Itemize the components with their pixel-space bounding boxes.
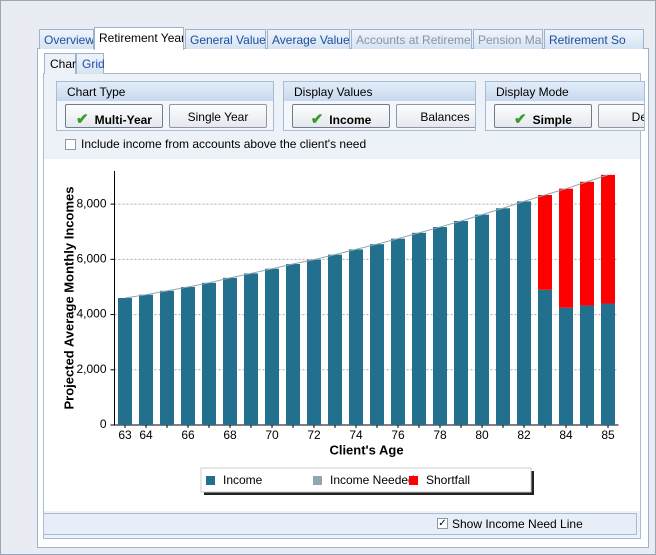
bar [118, 298, 132, 425]
bar [580, 181, 594, 306]
bar [559, 307, 573, 425]
tab[interactable]: Pension Max [473, 29, 543, 49]
x-tick-label: 70 [265, 428, 279, 442]
x-tick-label: 80 [475, 428, 489, 442]
bar [538, 195, 552, 290]
check-icon: ✔ [310, 111, 324, 128]
footer-bar: ✓ Show Income Need Line [43, 513, 637, 535]
button-group: Display Mode ✔ Simple Detail [485, 81, 645, 131]
x-axis-label: Client's Age [329, 442, 403, 457]
toggle-button[interactable]: Single Year [169, 104, 267, 128]
legend-label: Income Needed [330, 473, 415, 487]
bar [181, 286, 195, 425]
legend-swatch [206, 476, 215, 485]
x-tick-label: 84 [559, 428, 573, 442]
tab[interactable]: Overview [39, 29, 94, 49]
bar [496, 208, 510, 425]
bar [370, 244, 384, 425]
toggle-button[interactable]: Detail [598, 104, 644, 128]
bar [391, 238, 405, 425]
legend-swatch [409, 476, 418, 485]
button-label: Simple [532, 113, 572, 127]
check-icon: ✔ [76, 111, 89, 128]
tab[interactable]: Accounts at Retirement [351, 29, 472, 49]
button-group: Display Values ✔ Income Balances [283, 81, 476, 131]
legend [200, 467, 532, 493]
x-tick-label: 63 [118, 428, 132, 442]
include-label: Include income from accounts above the c… [81, 137, 367, 151]
button-group: Chart Type ✔ Multi-Year Single Year [56, 81, 274, 131]
bar [307, 259, 321, 425]
tab[interactable]: Average Values [267, 29, 350, 49]
y-tick-label: 4,000 [76, 307, 106, 321]
include-checkbox[interactable] [65, 139, 76, 150]
group-title: Display Values [284, 82, 475, 101]
y-tick-label: 6,000 [76, 252, 106, 266]
need-line-label: Show Income Need Line [452, 517, 583, 531]
bar [559, 188, 573, 308]
button-label: Income [329, 113, 372, 127]
bar [349, 249, 363, 425]
bar [454, 220, 468, 425]
y-tick-label: 2,000 [76, 362, 106, 376]
x-tick-label: 64 [139, 428, 153, 442]
x-tick-label: 68 [223, 428, 237, 442]
check-icon: ✔ [514, 111, 527, 128]
button-label: Multi-Year [94, 113, 152, 127]
subtab[interactable]: Grid [76, 53, 105, 74]
tab[interactable]: Retirement Years [94, 27, 184, 50]
need-line [124, 174, 609, 299]
y-tick-label: 0 [100, 417, 107, 431]
legend-swatch [313, 476, 322, 485]
bar [475, 214, 489, 425]
x-tick-label: 76 [391, 428, 405, 442]
bar [517, 201, 531, 425]
group-title: Chart Type [57, 82, 273, 101]
toggle-button[interactable]: ✔ Income [292, 104, 390, 128]
bar [139, 294, 153, 425]
bar [328, 254, 342, 425]
tab[interactable]: Retirement So [544, 29, 644, 49]
x-tick-label: 78 [433, 428, 447, 442]
bar [601, 303, 615, 425]
subtab[interactable]: Chart [44, 53, 79, 74]
toggle-button[interactable]: ✔ Simple [494, 104, 592, 128]
bar [223, 277, 237, 425]
bar [580, 305, 594, 425]
bar [244, 273, 258, 425]
include-row: Include income from accounts above the c… [43, 135, 641, 157]
bar [160, 290, 174, 425]
x-tick-label: 85 [601, 428, 615, 442]
tab[interactable]: General Values [185, 29, 266, 49]
legend-label: Shortfall [426, 473, 470, 487]
toggle-button[interactable]: Balances [396, 104, 475, 128]
x-tick-label: 74 [349, 428, 363, 442]
button-label: Balances [420, 110, 470, 124]
group-title: Display Mode [486, 82, 644, 101]
x-tick-label: 82 [517, 428, 531, 442]
bar [538, 289, 552, 425]
bar [433, 227, 447, 425]
y-tick-label: 8,000 [76, 196, 106, 210]
button-label: Single Year [187, 110, 249, 124]
x-tick-label: 72 [307, 428, 321, 442]
bar [265, 268, 279, 425]
legend-label: Income [223, 473, 263, 487]
x-tick-label: 66 [181, 428, 195, 442]
bar [412, 232, 426, 425]
bar [601, 174, 615, 304]
toggle-button[interactable]: ✔ Multi-Year [65, 104, 163, 128]
button-label: Detail [631, 110, 644, 124]
bar [202, 282, 216, 425]
y-axis-label: Projected Average Monthly Incomes [61, 187, 76, 410]
need-line-checkbox[interactable]: ✓ [437, 518, 448, 529]
bar [286, 264, 300, 425]
